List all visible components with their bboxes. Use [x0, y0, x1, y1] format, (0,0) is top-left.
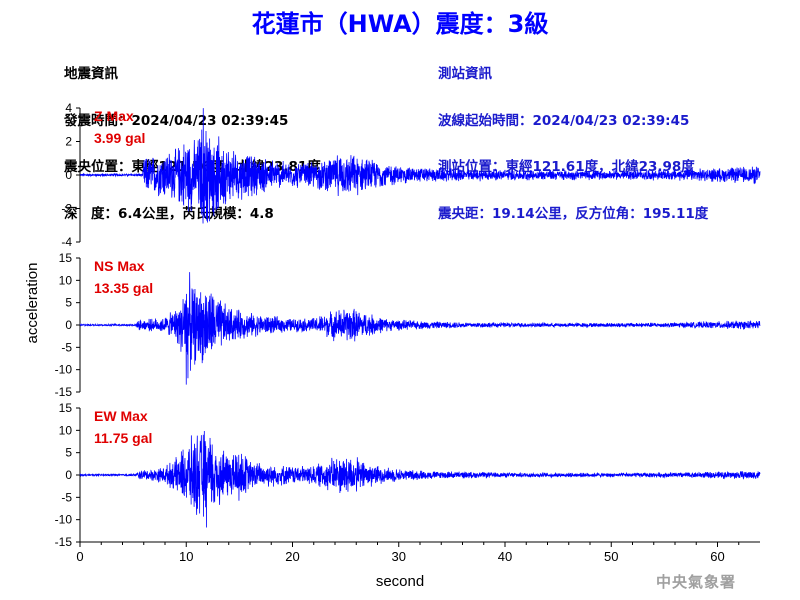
agency-watermark: 中央氣象署	[656, 573, 737, 591]
ns-y-tick-label: -5	[61, 340, 72, 354]
z-y-tick-label: -4	[61, 235, 72, 249]
ns-y-tick-label: -15	[55, 385, 73, 399]
ew-y-tick-label: -10	[55, 513, 73, 527]
x-tick-label: 30	[392, 549, 406, 564]
station-info: 測站資訊 波線起始時間：2024/04/23 02:39:45 測站位置：東經1…	[438, 36, 708, 238]
earthquake-info-heading: 地震資訊	[64, 66, 118, 82]
z-y-tick-label: 4	[65, 101, 72, 115]
z-waveform	[79, 108, 761, 224]
x-axis-label: second	[376, 573, 424, 590]
distance-azimuth: 震央距：19.14公里，反方位角：195.11度	[438, 205, 709, 222]
x-tick-label: 50	[604, 549, 618, 564]
ew-y-tick-label: 0	[65, 468, 72, 482]
z-max-label: Z Max	[94, 108, 134, 124]
ew-y-tick-label: -5	[61, 490, 72, 504]
depth-magnitude: 深 度：6.4公里，芮氏規模：4.8	[64, 205, 274, 222]
x-tick-label: 10	[179, 549, 193, 564]
z-y-tick-label: 0	[65, 168, 72, 182]
x-tick-label: 20	[285, 549, 299, 564]
ns-waveform	[79, 272, 761, 385]
ew-max-label: EW Max	[94, 408, 148, 424]
station-info-heading: 測站資訊	[438, 66, 492, 82]
station-location: 測站位置：東經121.61度，北緯23.98度	[438, 159, 695, 175]
ns-max-label: NS Max	[94, 258, 145, 274]
x-tick-label: 0	[76, 549, 83, 564]
ns-y-tick-label: 10	[59, 273, 73, 287]
x-tick-label: 40	[498, 549, 512, 564]
z-y-tick-label: 2	[65, 135, 72, 149]
ns-y-tick-label: -10	[55, 363, 73, 377]
x-tick-label: 60	[710, 549, 724, 564]
chart-title: 花蓮市（HWA）震度：3級	[251, 10, 549, 38]
ew-waveform	[79, 430, 761, 528]
z-y-tick-label: -2	[61, 202, 72, 216]
ew-y-tick-label: 10	[59, 423, 73, 437]
ns-max-value: 13.35 gal	[94, 280, 153, 296]
ew-y-tick-label: 15	[59, 401, 73, 415]
ew-y-tick-label: 5	[65, 446, 72, 460]
ew-y-tick-label: -15	[55, 535, 73, 549]
z-max-value: 3.99 gal	[94, 130, 145, 146]
origin-time: 發震時間：2024/04/23 02:39:45	[64, 112, 289, 129]
ns-y-tick-label: 15	[59, 251, 73, 265]
ns-y-tick-label: 5	[65, 296, 72, 310]
wave-start-time: 波線起始時間：2024/04/23 02:39:45	[438, 112, 690, 129]
earthquake-info: 地震資訊 發震時間：2024/04/23 02:39:45 震央位置：東經121…	[64, 36, 321, 238]
ns-y-tick-label: 0	[65, 318, 72, 332]
ew-max-value: 11.75 gal	[94, 430, 152, 446]
y-axis-label: acceleration	[24, 263, 41, 344]
